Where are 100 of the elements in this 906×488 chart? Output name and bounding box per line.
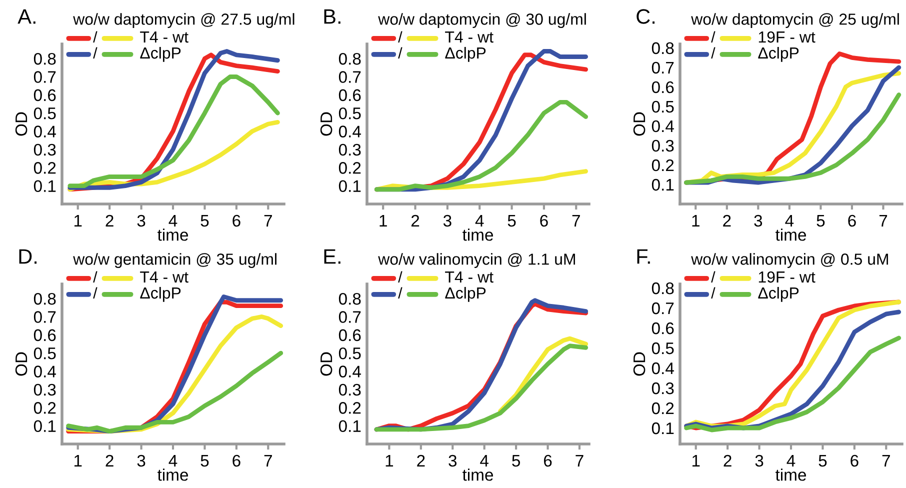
x-tick-label: 3 <box>137 454 146 467</box>
x-tick-label: 4 <box>168 455 178 466</box>
y-axis-title: OD <box>633 112 646 136</box>
x-tick-label: 6 <box>848 214 856 227</box>
x-tick-label: 4 <box>785 215 794 226</box>
y-tick-label: 0.8 <box>34 52 56 65</box>
x-axis-title: time <box>776 228 806 241</box>
x-tick-label: 2 <box>411 214 420 226</box>
text: / <box>398 271 402 282</box>
y-tick-label: 0.1 <box>34 420 56 432</box>
x-tick-label: 1 <box>692 455 700 466</box>
y-tick-label: 0.4 <box>34 126 56 138</box>
y-tick-label: 0.2 <box>34 162 56 174</box>
legend-label: 19F - wt <box>758 271 816 283</box>
annotation: / <box>711 47 716 58</box>
y-tick-label: 0.8 <box>338 292 361 305</box>
legend-label: ΔclpP <box>140 286 181 302</box>
y-tick-label: 0.3 <box>34 384 56 396</box>
y-tick-label: 0.1 <box>652 422 674 434</box>
x-tick-label: 6 <box>540 214 548 227</box>
y-tick-label: 0.1 <box>34 180 56 192</box>
y-tick-label: 0.6 <box>652 81 674 94</box>
y-tick-label: 0.1 <box>338 420 361 432</box>
y-tick-label: 0.3 <box>338 144 361 156</box>
x-axis-title: time <box>158 468 188 481</box>
text: / <box>93 271 98 282</box>
line-series <box>374 344 588 432</box>
chart-title: A. <box>18 9 36 24</box>
legend-label: T4 - wt <box>445 32 494 43</box>
chart-title: F. <box>637 249 650 264</box>
x-tick-label: 7 <box>879 215 888 226</box>
legend-label: T4 - wt <box>445 272 494 283</box>
x-axis-title: time <box>462 228 494 241</box>
chart-subtitle: wo/w gentamicin @ 35 ug/ml <box>73 253 276 268</box>
y-tick-label: 0.5 <box>34 347 56 360</box>
x-tick-label: 6 <box>232 454 240 467</box>
y-tick-label: 0.4 <box>338 126 361 138</box>
chart-title: D. <box>19 249 37 264</box>
text: / <box>711 271 716 282</box>
x-tick-label: 2 <box>724 454 732 466</box>
chart-title: E. <box>324 249 340 264</box>
text: / <box>93 31 98 42</box>
x-tick-label: 2 <box>106 454 114 466</box>
y-tick-label: 0.4 <box>652 120 674 132</box>
chart-title: B. <box>324 9 340 24</box>
annotation: / <box>398 287 402 298</box>
y-tick-label: 0.4 <box>652 362 674 374</box>
chart-title: C. <box>636 9 655 24</box>
y-tick-label: 0.2 <box>652 159 674 172</box>
y-tick-label: 0.3 <box>652 382 674 394</box>
y-tick-label: 0.6 <box>34 329 56 342</box>
y-tick-label: 0.6 <box>34 89 56 102</box>
x-tick-label: 2 <box>106 214 114 226</box>
line-series <box>374 100 588 192</box>
x-tick-label: 5 <box>512 455 520 467</box>
x-tick-label: 7 <box>264 455 272 466</box>
y-tick-label: 0.2 <box>34 402 56 414</box>
x-tick-label: 5 <box>508 215 516 227</box>
y-tick-label: 0.2 <box>338 162 361 174</box>
x-tick-label: 3 <box>754 214 762 227</box>
x-tick-label: 1 <box>74 215 82 226</box>
y-axis-title: OD <box>320 352 332 376</box>
legend-label: ΔclpP <box>758 46 799 62</box>
text: / <box>398 31 402 42</box>
x-axis-title: time <box>462 468 494 481</box>
x-tick-label: 4 <box>168 215 178 226</box>
x-tick-label: 1 <box>380 215 387 226</box>
x-tick-label: 3 <box>755 454 764 467</box>
x-tick-label: 4 <box>786 455 796 466</box>
x-tick-label: 3 <box>443 214 452 227</box>
y-tick-label: 0.7 <box>652 62 674 74</box>
x-tick-label: 5 <box>200 215 209 227</box>
annotation: / <box>711 287 716 298</box>
x-tick-label: 1 <box>692 215 700 226</box>
y-tick-label: 0.4 <box>34 366 56 378</box>
line-series <box>684 336 902 432</box>
y-tick-label: 0.1 <box>338 180 361 192</box>
chart-subtitle: wo/w daptomycin @ 27.5 ug/ml <box>73 13 294 28</box>
y-axis-title: OD <box>15 352 28 376</box>
y-tick-label: 0.7 <box>34 311 56 323</box>
y-tick-label: 0.5 <box>34 107 56 120</box>
y-tick-label: 0.3 <box>652 140 674 152</box>
x-tick-label: 6 <box>544 454 552 467</box>
chart-subtitle: wo/w daptomycin @ 30 ug/ml <box>378 13 586 28</box>
chart-subtitle: wo/w valinomycin @ 1.1 uM <box>378 253 575 268</box>
y-tick-label: 0.8 <box>652 42 674 54</box>
y-tick-label: 0.1 <box>652 178 674 191</box>
y-tick-label: 0.7 <box>338 311 361 323</box>
y-tick-label: 0.5 <box>338 347 361 360</box>
x-axis-title: time <box>158 228 188 241</box>
legend-label: T4 - wt <box>140 32 188 43</box>
x-tick-label: 1 <box>74 455 82 466</box>
text: / <box>711 31 716 42</box>
line-series <box>66 350 284 434</box>
x-tick-label: 7 <box>572 215 580 226</box>
annotation: / <box>93 47 98 58</box>
y-tick-label: 0.3 <box>338 384 361 396</box>
x-tick-label: 5 <box>200 455 209 467</box>
x-tick-label: 3 <box>137 214 146 227</box>
annotation: / <box>93 287 98 298</box>
